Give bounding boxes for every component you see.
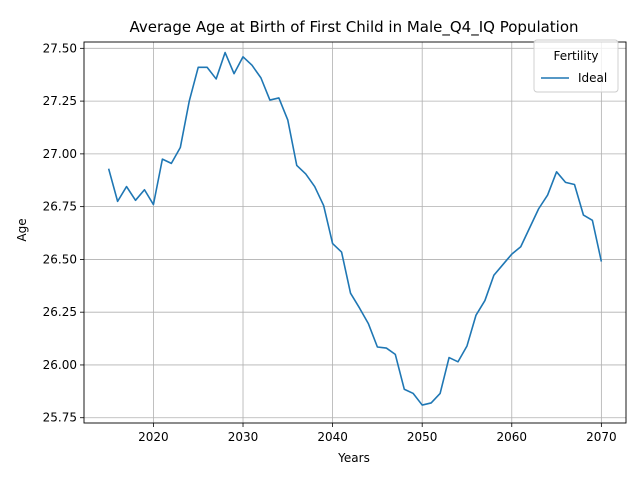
x-tick-label: 2070 [586,430,617,444]
x-tick-label: 2060 [497,430,528,444]
x-tick-label: 2040 [317,430,348,444]
y-tick-label: 27.00 [43,147,77,161]
chart-title: Average Age at Birth of First Child in M… [129,18,578,37]
y-axis-label: Age [15,218,29,241]
legend-entry-ideal: Ideal [578,71,607,85]
y-tick-label: 26.00 [43,358,77,372]
plot-frame [83,41,627,424]
y-tick-label: 26.25 [43,305,77,319]
x-tick-label: 2020 [138,430,169,444]
legend-box [533,39,619,93]
y-tick-label: 26.75 [43,200,77,214]
x-tick-label: 2030 [228,430,259,444]
series-layer [107,51,603,406]
grid-lines [84,42,626,423]
y-tick-label: 27.50 [43,41,77,55]
x-axis-label: Years [337,451,370,465]
x-tick-label: 2050 [407,430,438,444]
y-tick-label: 26.50 [43,252,77,266]
x-axis: 2020 2030 2040 2050 2060 2070 [138,423,617,444]
y-axis: 25.75 26.00 26.25 26.50 26.75 27.00 27.25 27.50 [43,41,84,425]
y-tick-label: 25.75 [43,411,77,425]
legend: Fertility Ideal [533,39,619,93]
series-line-ideal [107,51,603,406]
y-tick-label: 27.25 [43,94,77,108]
legend-title: Fertility [553,49,598,63]
